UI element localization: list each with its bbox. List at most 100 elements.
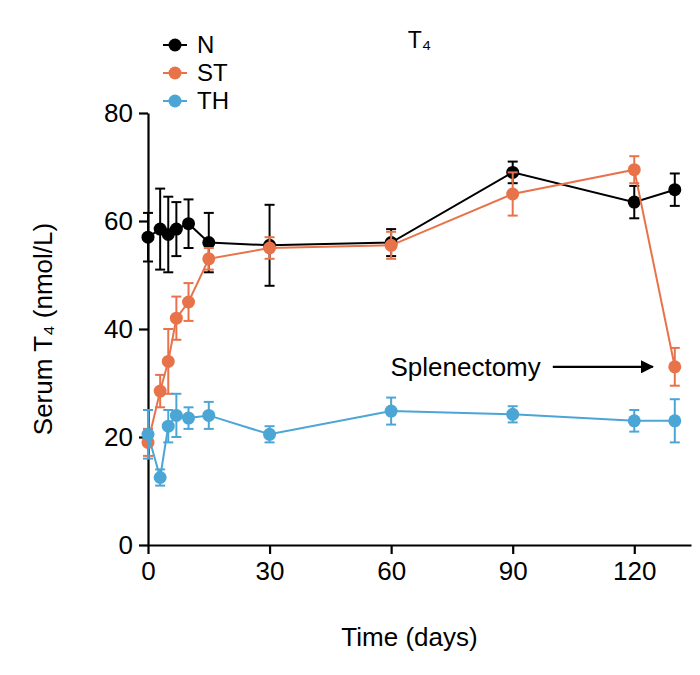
error-bar-cap: [155, 485, 165, 487]
error-bar-cap: [386, 228, 396, 230]
data-point: [668, 183, 681, 196]
error-bar-cap: [143, 212, 153, 214]
error-bar-cap: [265, 425, 275, 427]
data-point: [182, 412, 195, 425]
y-tick-label: 80: [104, 98, 133, 128]
x-tick: 90: [499, 545, 528, 586]
y-axis-title: Serum T₄ (nmol/L): [28, 223, 58, 435]
y-tick: 40: [104, 314, 148, 344]
error-bar-cap: [265, 285, 275, 287]
error-bar-cap: [629, 217, 639, 219]
error-bar-cap: [386, 424, 396, 426]
error-bar-cap: [184, 406, 194, 408]
x-tick-mark: [269, 545, 271, 554]
series-2: [142, 394, 682, 486]
data-point: [202, 252, 215, 265]
y-axis: 020406080: [104, 98, 148, 560]
x-tick: 0: [141, 545, 155, 586]
error-bar-cap: [155, 269, 165, 271]
legend-item: ST: [163, 59, 228, 86]
y-tick-mark: [139, 112, 148, 114]
plot-area: [142, 156, 682, 485]
error-bar-cap: [184, 282, 194, 284]
x-tick-label: 90: [499, 556, 528, 586]
error-bar-cap: [204, 401, 214, 403]
error-bar-cap: [629, 409, 639, 411]
error-bar-cap: [508, 171, 518, 173]
legend-label: ST: [197, 59, 228, 86]
legend-label: TH: [197, 87, 229, 114]
chart: T₄0306090120020406080Time (days)Serum T₄…: [0, 0, 700, 675]
x-axis-line: [149, 544, 692, 546]
error-bar-cap: [171, 393, 181, 395]
error-bar-cap: [204, 247, 214, 249]
x-tick-label: 30: [256, 556, 285, 586]
x-tick-mark: [512, 545, 514, 554]
error-bar-cap: [508, 405, 518, 407]
error-bar-cap: [386, 397, 396, 399]
y-tick: 0: [119, 530, 148, 560]
error-bar-cap: [163, 409, 173, 411]
x-tick: 30: [256, 545, 285, 586]
x-axis: 0 30 60 90 120: [141, 545, 691, 586]
data-point: [385, 239, 398, 252]
data-point: [202, 409, 215, 422]
data-point: [170, 223, 183, 236]
error-bar-cap: [265, 236, 275, 238]
legend-marker: [169, 95, 182, 108]
x-tick: 60: [377, 545, 406, 586]
error-bar-cap: [204, 428, 214, 430]
y-tick-label: 40: [104, 314, 133, 344]
error-bar-cap: [155, 406, 165, 408]
error-bar-cap: [184, 320, 194, 322]
data-point: [506, 188, 519, 201]
title: T₄: [408, 27, 431, 53]
error-bar-cap: [386, 231, 396, 233]
data-point: [628, 163, 641, 176]
legend: NSTTH: [163, 31, 229, 114]
data-point: [142, 428, 155, 441]
error-bar-cap: [163, 196, 173, 198]
series-line: [148, 411, 675, 477]
annotation-arrow: [553, 366, 653, 368]
error-bar-cap: [163, 328, 173, 330]
data-point: [142, 231, 155, 244]
legend-item: TH: [163, 87, 229, 114]
error-bar-cap: [171, 201, 181, 203]
error-bar-cap: [629, 155, 639, 157]
error-bar-cap: [204, 212, 214, 214]
error-bar-cap: [171, 436, 181, 438]
y-tick-mark: [139, 544, 148, 546]
error-bar-cap: [629, 182, 639, 184]
data-point: [668, 414, 681, 427]
x-tick-label: 60: [377, 556, 406, 586]
y-tick: 60: [104, 206, 148, 236]
x-tick-label: 120: [613, 556, 656, 586]
data-point: [385, 405, 398, 418]
error-bar-cap: [265, 258, 275, 260]
error-bar-cap: [386, 258, 396, 260]
error-bar-cap: [670, 347, 680, 349]
error-bar-cap: [184, 428, 194, 430]
error-bar-cap: [670, 441, 680, 443]
legend-marker: [169, 67, 182, 80]
y-tick-mark: [139, 328, 148, 330]
error-bar-cap: [508, 161, 518, 163]
error-bar-cap: [629, 431, 639, 433]
data-point: [628, 414, 641, 427]
data-point: [506, 408, 519, 421]
error-bar-cap: [508, 215, 518, 217]
y-tick-label: 0: [119, 530, 133, 560]
data-point: [628, 196, 641, 209]
legend-marker: [169, 39, 182, 52]
data-point: [162, 355, 175, 368]
error-bar-cap: [143, 409, 153, 411]
error-bar-cap: [163, 441, 173, 443]
x-tick-mark: [634, 545, 636, 554]
x-tick-mark: [391, 545, 393, 554]
series-line: [148, 170, 675, 443]
error-bar-cap: [670, 172, 680, 174]
error-bar-cap: [171, 255, 181, 257]
series-line: [148, 172, 675, 245]
data-point: [182, 217, 195, 230]
